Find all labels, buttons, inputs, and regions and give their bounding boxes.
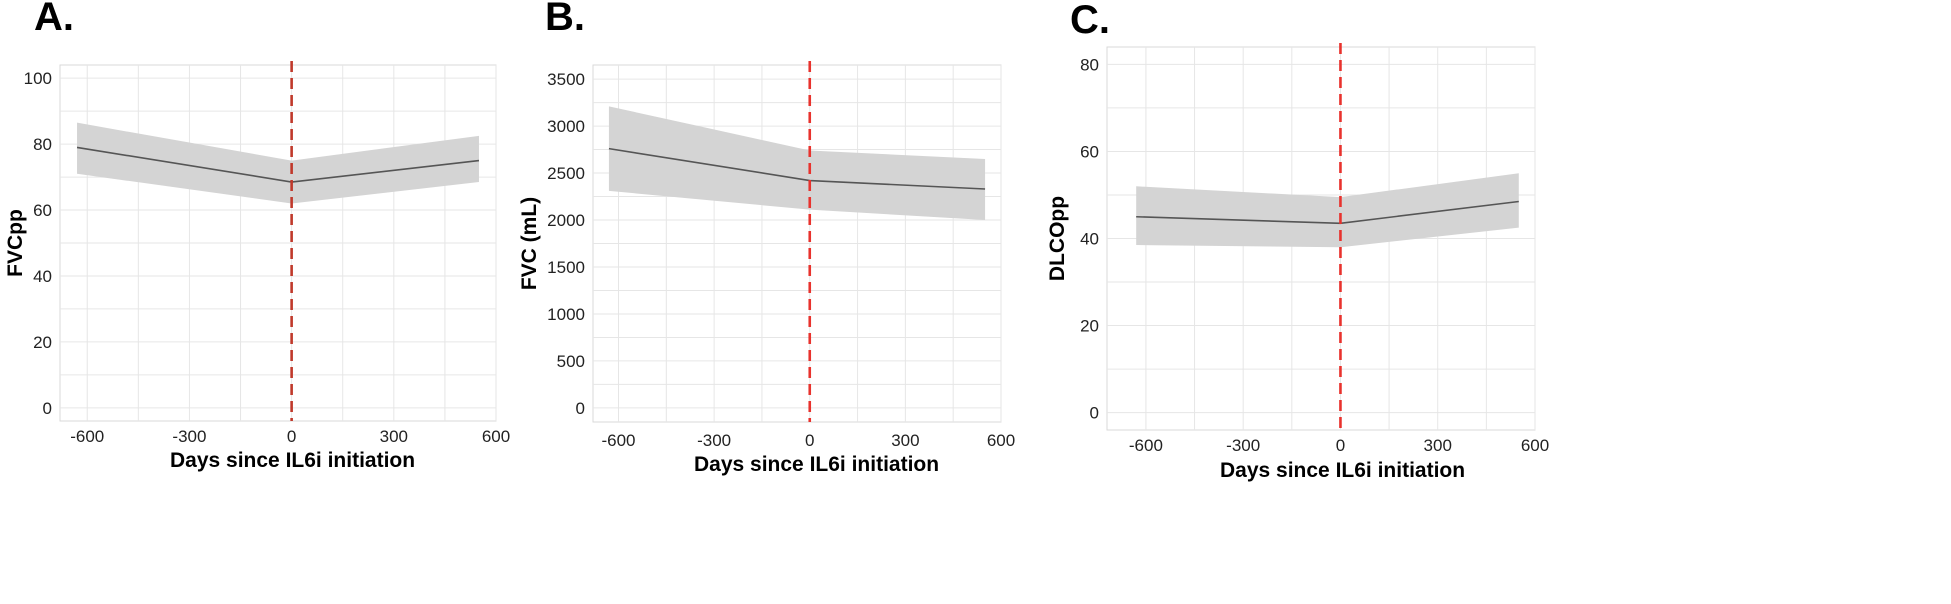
y-tick-label: 0 — [576, 399, 585, 418]
x-tick-label: -300 — [697, 431, 731, 450]
y-tick-label: 0 — [1090, 404, 1099, 423]
y-tick-label: 60 — [1080, 142, 1099, 161]
x-tick-label: -600 — [601, 431, 635, 450]
y-tick-label: 1500 — [547, 258, 585, 277]
x-tick-label: -600 — [1129, 436, 1163, 455]
y-tick-label: 20 — [1080, 317, 1099, 336]
x-tick-label: 600 — [1521, 436, 1549, 455]
y-tick-label: 100 — [24, 69, 52, 88]
x-tick-label: 0 — [287, 427, 296, 446]
x-axis-label: Days since IL6i initiation — [1220, 459, 1465, 482]
x-tick-label: -300 — [172, 427, 206, 446]
x-axis-label: Days since IL6i initiation — [170, 449, 415, 472]
y-tick-label: 0 — [43, 399, 52, 418]
x-tick-label: -300 — [1226, 436, 1260, 455]
y-tick-label: 1000 — [547, 305, 585, 324]
y-tick-label: 80 — [1080, 55, 1099, 74]
x-tick-label: 300 — [380, 427, 408, 446]
y-tick-label: 3000 — [547, 117, 585, 136]
y-tick-label: 40 — [33, 267, 52, 286]
panel-letter: C. — [1070, 0, 1110, 42]
y-tick-label: 80 — [33, 135, 52, 154]
y-axis-label: DLCOpp — [1046, 196, 1069, 281]
confidence-band — [608, 106, 986, 221]
x-tick-label: 600 — [482, 427, 510, 446]
panel-letter: A. — [34, 0, 74, 39]
chart-panel-1: A. 0 20 40 60 80 100 -600 -300 0 300 600 Days since … — [4, 0, 510, 472]
confidence-band — [1136, 173, 1519, 248]
y-tick-label: 20 — [33, 333, 52, 352]
panel-letter: B. — [545, 0, 585, 39]
x-tick-label: 600 — [987, 431, 1015, 450]
x-tick-label: 0 — [1336, 436, 1345, 455]
x-tick-label: 0 — [805, 431, 814, 450]
y-axis-label: FVC (mL) — [518, 197, 541, 290]
x-axis-label: Days since IL6i initiation — [694, 453, 939, 476]
y-tick-label: 2500 — [547, 164, 585, 183]
y-tick-label: 40 — [1080, 230, 1099, 249]
x-tick-label: 300 — [891, 431, 919, 450]
confidence-band — [77, 122, 479, 204]
y-tick-label: 3500 — [547, 70, 585, 89]
y-tick-label: 60 — [33, 201, 52, 220]
chart-panel-2: B. 0 500 1000 1500 2000 2500 3000 3500 -600 -300 0 3… — [518, 0, 1015, 476]
y-axis-label: FVCpp — [4, 209, 27, 277]
x-tick-label: 300 — [1424, 436, 1452, 455]
y-tick-label: 500 — [557, 352, 585, 371]
y-tick-label: 2000 — [547, 211, 585, 230]
chart-panel-3: C. 0 20 40 60 80 -600 -300 0 300 600 Days since IL6… — [1046, 0, 1549, 482]
x-tick-label: -600 — [70, 427, 104, 446]
